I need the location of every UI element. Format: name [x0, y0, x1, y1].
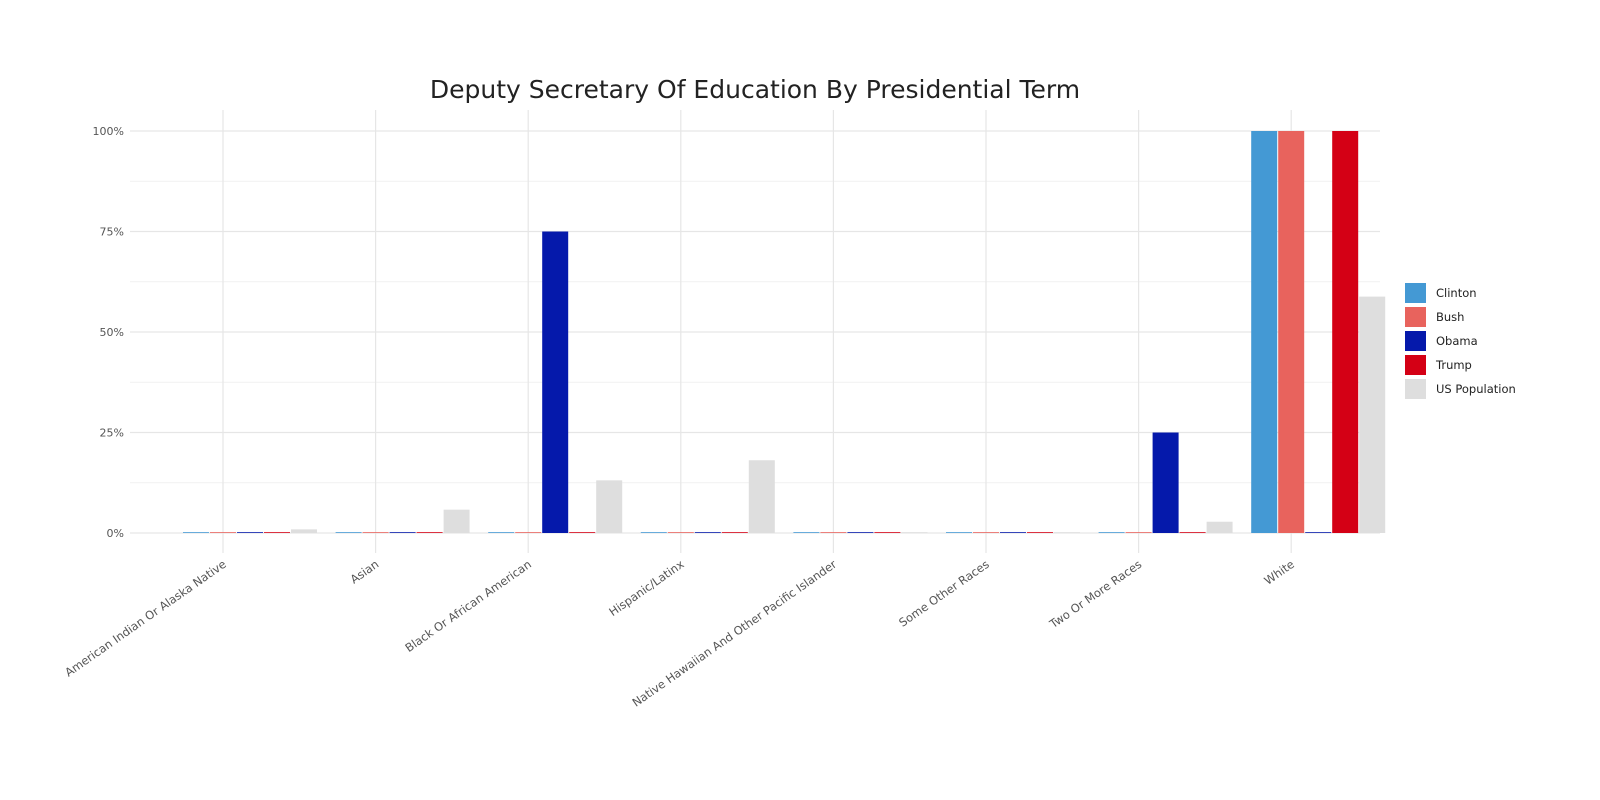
legend-swatch	[1405, 307, 1426, 327]
legend-item-bush: Bush	[1405, 307, 1464, 327]
bar-us-population-hispanic-latinx	[748, 460, 775, 533]
bar-trump-white	[1332, 131, 1359, 533]
x-tick-label: White	[1261, 557, 1296, 588]
bar-trump-two-or-more-races	[1179, 532, 1206, 533]
bar-obama-two-or-more-races	[1152, 432, 1179, 533]
bar-trump-american-indian-or-alaska-native	[264, 532, 290, 533]
legend-label: Clinton	[1436, 286, 1477, 300]
chart-title: Deputy Secretary Of Education By Preside…	[430, 75, 1080, 104]
x-tick-label: Some Other Races	[896, 557, 991, 630]
legend-item-trump: Trump	[1405, 355, 1472, 375]
bar-obama-american-indian-or-alaska-native	[237, 532, 263, 533]
bar-us-population-white	[1359, 296, 1386, 533]
bar-us-population-asian	[443, 509, 470, 533]
bar-trump-hispanic-latinx	[721, 532, 748, 533]
x-tick-label: Hispanic/Latinx	[606, 557, 686, 619]
bar-clinton-two-or-more-races	[1098, 532, 1125, 533]
x-axis-ticks: American Indian Or Alaska Native Asian Bla…	[62, 557, 1297, 710]
bar-bush-asian	[362, 532, 389, 533]
y-tick-label: 25%	[100, 427, 124, 440]
bar-obama-white	[1305, 532, 1332, 533]
bar-obama-black-or-african-american	[542, 231, 569, 533]
legend-label: US Population	[1436, 382, 1516, 396]
bar-trump-asian	[416, 532, 443, 533]
bar-bush-hispanic-latinx	[667, 532, 694, 533]
legend-item-obama: Obama	[1405, 331, 1478, 351]
bar-clinton-some-other-races	[946, 532, 972, 533]
y-tick-label: 50%	[100, 326, 124, 339]
bar-trump-native-hawaiian-and-other-pacific-islander	[874, 532, 901, 533]
x-tick-label: Two Or More Races	[1046, 557, 1144, 632]
bar-bush-two-or-more-races	[1125, 532, 1152, 533]
bar-bush-white	[1278, 131, 1305, 533]
bar-obama-asian	[389, 532, 416, 533]
bar-trump-black-or-african-american	[569, 532, 596, 533]
bar-bush-black-or-african-american	[515, 532, 542, 533]
bar-clinton-asian	[335, 532, 362, 533]
x-tick-label: Asian	[348, 557, 382, 586]
x-tick-label: Black Or African American	[402, 557, 533, 655]
y-tick-label: 0%	[107, 527, 124, 540]
bar-bush-some-other-races	[973, 532, 999, 533]
bar-obama-hispanic-latinx	[694, 532, 721, 533]
x-tick-label: American Indian Or Alaska Native	[62, 557, 229, 679]
y-tick-label: 100%	[93, 125, 124, 138]
bar-obama-native-hawaiian-and-other-pacific-islander	[847, 532, 874, 533]
legend-label: Bush	[1436, 310, 1464, 324]
bar-us-population-black-or-african-american	[596, 480, 623, 533]
bars	[183, 131, 1386, 533]
legend-label: Obama	[1436, 334, 1478, 348]
legend: Clinton Bush Obama Trump US Population	[1405, 283, 1516, 399]
bar-us-population-american-indian-or-alaska-native	[291, 529, 317, 533]
bar-bush-native-hawaiian-and-other-pacific-islander	[820, 532, 847, 533]
bar-bush-american-indian-or-alaska-native	[210, 532, 236, 533]
legend-swatch	[1405, 379, 1426, 399]
bar-clinton-black-or-african-american	[488, 532, 515, 533]
y-axis-ticks: 0% 25% 50% 75% 100%	[93, 125, 124, 540]
bar-us-population-two-or-more-races	[1206, 521, 1233, 533]
legend-swatch	[1405, 283, 1426, 303]
legend-swatch	[1405, 355, 1426, 375]
bar-obama-some-other-races	[1000, 532, 1026, 533]
legend-item-us-population: US Population	[1405, 379, 1516, 399]
bar-clinton-hispanic-latinx	[640, 532, 667, 533]
legend-label: Trump	[1435, 358, 1472, 372]
bar-us-population-native-hawaiian-and-other-pacific-islander	[901, 532, 928, 533]
y-tick-label: 75%	[100, 226, 124, 239]
bar-trump-some-other-races	[1027, 532, 1053, 533]
bar-clinton-american-indian-or-alaska-native	[183, 532, 209, 533]
legend-item-clinton: Clinton	[1405, 283, 1477, 303]
legend-swatch	[1405, 331, 1426, 351]
bar-clinton-native-hawaiian-and-other-pacific-islander	[793, 532, 820, 533]
bar-clinton-white	[1251, 131, 1278, 533]
bar-us-population-some-other-races	[1054, 532, 1080, 533]
